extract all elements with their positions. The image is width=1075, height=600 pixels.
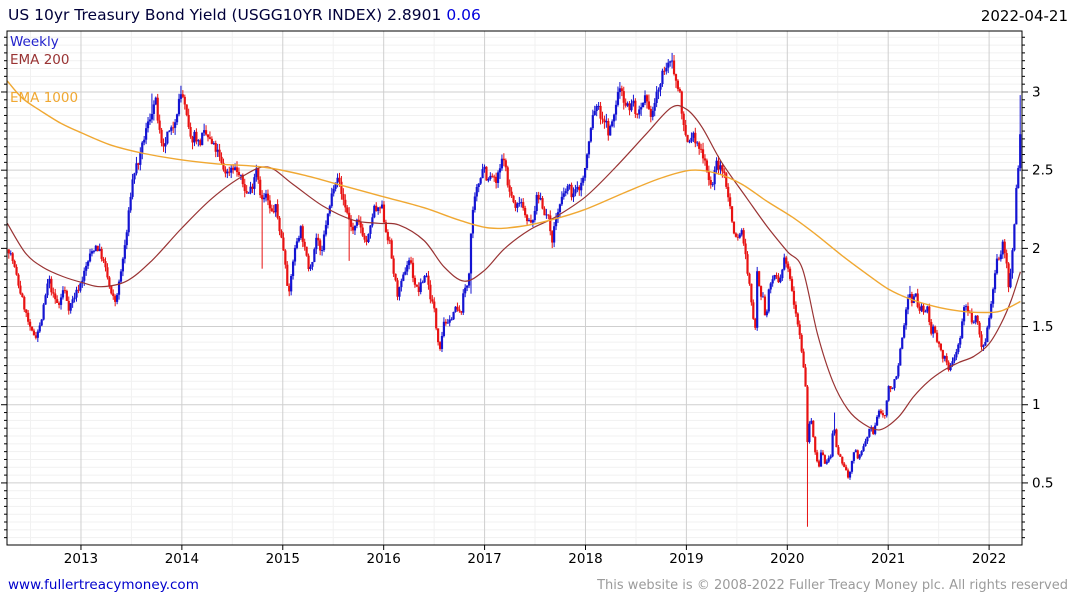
x-tick-label: 2021: [871, 551, 905, 567]
legend-ema1000: EMA 1000: [10, 90, 79, 106]
y-tick-label: 1.5: [1032, 319, 1053, 335]
legend-ema200: EMA 200: [10, 52, 70, 68]
y-tick-label: 2: [1032, 241, 1041, 257]
x-tick-label: 2019: [669, 551, 703, 567]
y-tick-label: 3: [1032, 84, 1041, 100]
x-tick-label: 2017: [467, 551, 501, 567]
y-tick-label: 1: [1032, 397, 1041, 413]
axis-labels: 0.5 1 1.5 2 2.5 3 2013 2014 2015 2016 2017 2018 2019…: [64, 84, 1054, 567]
x-tick-label: 2016: [366, 551, 400, 567]
x-tick-label: 2020: [770, 551, 804, 567]
axes: [1, 30, 1028, 550]
legend-weekly: Weekly: [10, 34, 59, 50]
ema1000-line: [6, 80, 1021, 314]
y-tick-label: 0.5: [1032, 475, 1053, 491]
x-tick-label: 2022: [972, 551, 1006, 567]
last-price: 2.8901: [387, 6, 442, 24]
x-tick-label: 2018: [568, 551, 602, 567]
titlebar: US 10yr Treasury Bond Yield (USGG10YR IN…: [0, 0, 1075, 30]
grid: [7, 31, 1022, 545]
ema200-line: [6, 104, 1021, 431]
x-tick-label: 2014: [165, 551, 199, 567]
x-tick-label: 2013: [64, 551, 98, 567]
copyright-text: This website is © 2008-2022 Fuller Treac…: [597, 578, 1068, 593]
weekly-candles: [7, 52, 1022, 527]
chart-title: US 10yr Treasury Bond Yield (USGG10YR IN…: [8, 6, 383, 24]
x-tick-label: 2015: [266, 551, 300, 567]
y-tick-label: 2.5: [1032, 163, 1053, 179]
page-title: US 10yr Treasury Bond Yield (USGG10YR IN…: [8, 6, 481, 24]
date-label: 2022-04-21: [980, 7, 1068, 25]
footer: www.fullertreacymoney.com This website i…: [0, 572, 1075, 600]
site-link[interactable]: www.fullertreacymoney.com: [8, 577, 199, 593]
price-change: 0.06: [446, 6, 481, 24]
